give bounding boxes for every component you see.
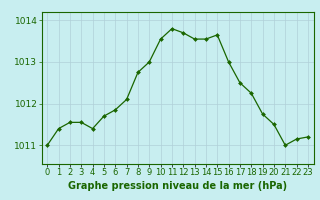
- X-axis label: Graphe pression niveau de la mer (hPa): Graphe pression niveau de la mer (hPa): [68, 181, 287, 191]
